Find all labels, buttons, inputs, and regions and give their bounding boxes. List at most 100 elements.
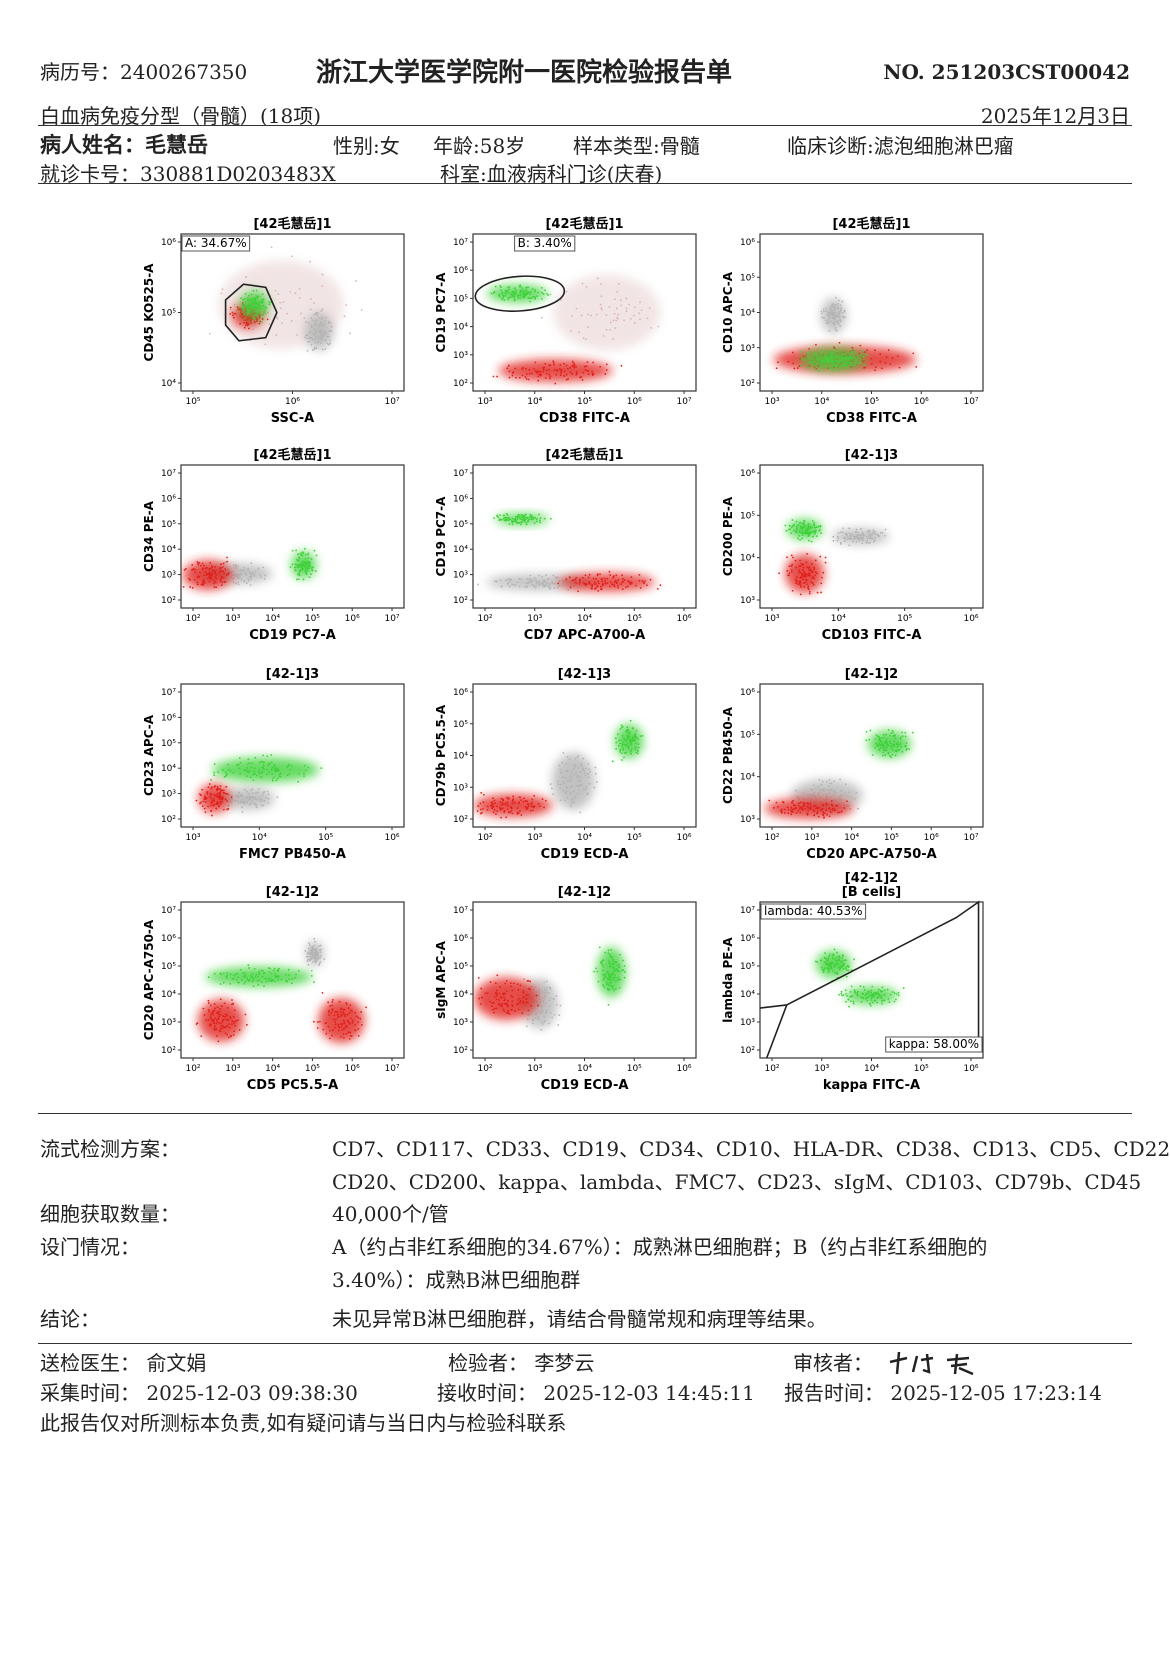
cell-dot	[317, 945, 320, 948]
cell-dot	[216, 1034, 218, 1037]
cell-dot	[790, 565, 793, 568]
x-tick-label: 10³	[527, 833, 542, 843]
cell-dot	[616, 733, 619, 736]
cell-dot	[633, 734, 636, 737]
cell-dot	[250, 802, 252, 805]
cell-dot	[623, 756, 625, 759]
cell-dot	[622, 959, 624, 962]
cell-dot	[207, 999, 210, 1002]
cell-dot	[215, 586, 218, 589]
cell-dot	[205, 573, 208, 576]
cell-dot	[221, 581, 224, 584]
cell-dot	[525, 993, 528, 996]
cell-clouds	[474, 946, 627, 1031]
cell-dot	[872, 532, 875, 535]
cell-dot	[824, 365, 827, 368]
cell-dot	[579, 376, 581, 379]
cell-dot	[838, 959, 841, 961]
cell-dot	[559, 787, 562, 789]
cell-dot	[615, 319, 618, 322]
y-tick-label: 10⁴	[740, 554, 755, 564]
cell-dot	[258, 772, 261, 775]
cell-dot	[516, 581, 519, 584]
cell-dot	[262, 566, 265, 569]
cell-dot	[893, 1000, 896, 1003]
cell-dot	[279, 301, 282, 304]
cell-dot	[243, 982, 246, 985]
cell-dot	[246, 324, 249, 327]
x-tick-label: 10⁶	[384, 833, 399, 843]
cell-dot	[872, 531, 874, 534]
cell-dot	[307, 947, 310, 950]
cell-dot	[559, 771, 562, 774]
cell-dot	[295, 549, 298, 552]
cell-dot	[516, 807, 519, 809]
cell-dot	[893, 992, 896, 995]
cell-dot	[905, 742, 908, 745]
cell-dot	[521, 996, 524, 999]
cell-dot	[500, 816, 502, 819]
cell-dot	[619, 750, 622, 753]
y-axis-label: CD22 PB450-A	[721, 706, 735, 804]
cell-dot	[579, 581, 581, 583]
x-axis-label: kappa FITC-A	[823, 1078, 920, 1093]
cell-dot	[863, 364, 866, 366]
cell-dot	[580, 314, 583, 317]
cell-dot	[247, 579, 250, 582]
cell-dot	[833, 323, 836, 326]
x-tick-label: 10⁷	[676, 397, 691, 407]
cell-dot	[788, 528, 790, 531]
cell-dot	[506, 578, 509, 581]
cell-dot	[245, 276, 247, 278]
cell-dot	[239, 572, 242, 575]
cell-dot	[808, 592, 811, 595]
x-tick-label: 10⁶	[676, 614, 691, 624]
cell-dot	[349, 1031, 352, 1034]
cell-dot	[298, 557, 301, 559]
cell-dot	[790, 569, 793, 571]
cell-dot	[572, 579, 575, 582]
cell-dot	[506, 1002, 509, 1005]
y-tick-label: 10³	[740, 815, 755, 825]
cell-dot	[832, 790, 835, 793]
cell-dot	[247, 792, 250, 795]
cell-dot	[241, 313, 244, 316]
tester: 检验者： 李梦云	[448, 1351, 595, 1375]
cell-dot	[490, 292, 493, 295]
cell-dot	[531, 801, 534, 804]
plot: 10³ 10⁴ 10⁵ 10⁶10²10³10⁴10⁵10⁶10⁷[42-1]3FMC…	[142, 667, 405, 862]
cell-dot	[546, 582, 549, 585]
cell-dot	[804, 581, 807, 584]
cell-dot	[479, 1002, 482, 1005]
cell-dot	[328, 343, 330, 346]
cell-dot	[331, 998, 334, 1001]
cell-dot	[885, 746, 888, 749]
cell-dot	[877, 743, 880, 746]
cell-dot	[831, 303, 834, 305]
cell-dot	[860, 1001, 863, 1003]
x-tick-label: 10⁴	[831, 614, 846, 624]
cell-dot	[800, 350, 803, 353]
cell-dot	[854, 358, 857, 361]
cell-dot	[885, 356, 888, 359]
cell-dot	[250, 766, 253, 769]
cell-dot	[233, 312, 236, 315]
cell-dot	[852, 1000, 855, 1003]
cell-dot	[255, 806, 258, 809]
cell-dot	[513, 287, 516, 290]
x-tick-label: 10³	[764, 397, 779, 407]
cell-dot	[255, 289, 258, 292]
cell-dot	[544, 995, 547, 997]
plot-subtitle: [B cells]	[842, 885, 902, 900]
x-axis-label: SSC-A	[271, 411, 314, 426]
cell-dot	[792, 524, 795, 527]
cell-dot	[883, 747, 886, 750]
cell-dot	[289, 290, 292, 293]
cell-dot	[556, 586, 559, 589]
cell-dot	[862, 356, 865, 358]
cell-dot	[541, 1005, 543, 1008]
cell-dot	[612, 965, 615, 968]
cell-dot	[508, 580, 511, 583]
cell-dot	[813, 795, 816, 798]
cell-dot	[263, 791, 265, 793]
